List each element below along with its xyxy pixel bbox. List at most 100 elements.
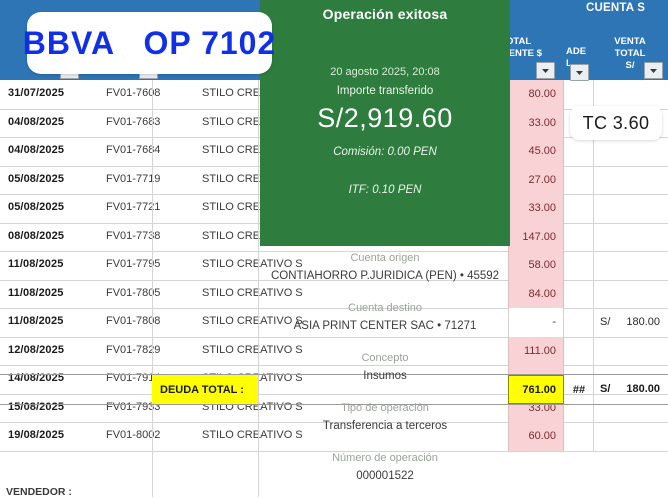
cell-fecha-emision: 31/07/2025 — [8, 87, 65, 99]
receipt-destination-label: Cuenta destino — [348, 302, 422, 314]
cell-adelanto — [565, 336, 594, 365]
cell-fecha-emision: 05/08/2025 — [8, 172, 65, 185]
cell-documento: FV01-7808 — [106, 315, 161, 327]
cell-venta-total — [594, 422, 668, 451]
cell-documento: FV01-7829 — [106, 343, 161, 356]
cell-documento: FV01-7721 — [106, 201, 161, 213]
cell-total-cliente: 147.00 — [508, 222, 564, 251]
receipt-commission: Comisión: 0.00 PEN — [333, 146, 437, 158]
cell-total-cliente: 58.00 — [508, 251, 564, 280]
receipt-title: Operación exitosa — [322, 6, 448, 22]
cell-adelanto — [565, 80, 594, 109]
filter-dropdown-total-cliente[interactable] — [536, 62, 555, 79]
table-row[interactable]: 11/08/2025 FV01-7795 STILO CREATIVO S 58.00 — [0, 251, 668, 281]
cell-venta-total — [594, 251, 668, 280]
cell-venta-total — [594, 337, 668, 366]
venta-total-cell: S/ 180.00 — [594, 375, 668, 404]
column-header-total-cliente: OTAL IENTE $ — [506, 36, 542, 59]
cell-documento: FV01-7719 — [106, 172, 161, 185]
cell-documento: FV01-7738 — [106, 229, 161, 242]
cell-cliente: STILO CREATIVO S — [202, 429, 303, 441]
venta-total-value: 180.00 — [626, 316, 660, 329]
deuda-total-amount: 761.00 — [508, 375, 564, 404]
cell-adelanto — [565, 251, 594, 280]
cell-cliente: STILO CREATIVO S — [202, 258, 303, 270]
table-row[interactable]: 11/08/2025 FV01-7808 STILO CREATIVO S - S/18… — [0, 308, 668, 338]
tipo-cambio-annotation-text: TC 3.60 — [582, 112, 650, 133]
cell-fecha-emision: 19/08/2025 — [8, 429, 65, 441]
table-row[interactable]: 12/08/2025 FV01-7829 STILO CREATIVO S 111.0… — [0, 336, 668, 366]
cell-adelanto — [565, 137, 594, 166]
tipo-cambio-annotation-badge: TC 3.60 — [570, 106, 662, 140]
header-cuenta-soles: CUENTA S — [586, 2, 646, 14]
cell-fecha-emision: 04/08/2025 — [8, 144, 65, 156]
cell-venta-total — [594, 80, 668, 109]
cell-adelanto — [565, 308, 594, 337]
cell-fecha-emision: 05/08/2025 — [8, 201, 65, 213]
cell-fecha-emision: 12/08/2025 — [8, 343, 65, 356]
receipt-amount-label: Importe transferido — [336, 85, 434, 97]
cell-total-cliente: - — [508, 308, 564, 337]
cell-venta-total — [594, 280, 668, 309]
cell-total-cliente: 60.00 — [508, 422, 564, 451]
receipt-concept-value: Insumos — [363, 370, 407, 382]
cell-total-cliente: 33.00 — [508, 194, 564, 223]
receipt-origin-label: Cuenta origen — [350, 252, 420, 264]
venta-total-value: 180.00 — [626, 383, 660, 395]
cell-venta-total — [594, 194, 668, 223]
cell-venta-total: S/180.00 — [594, 308, 668, 337]
table-row[interactable]: 04/08/2025 FV01-7684 STILO CREATIVO S 45.00 — [0, 137, 668, 167]
cell-documento: FV01-8002 — [106, 429, 161, 441]
cell-fecha-emision: 11/08/2025 — [8, 315, 64, 327]
cell-documento: FV01-7684 — [106, 144, 161, 156]
cell-documento: FV01-7805 — [106, 286, 161, 299]
cell-documento: FV01-7683 — [106, 115, 161, 128]
receipt-type-label: Tipo de operación — [341, 402, 429, 414]
cell-venta-total — [594, 166, 668, 195]
receipt-datetime: 20 agosto 2025, 20:08 — [330, 66, 440, 78]
filter-dropdown-venta-total[interactable] — [644, 62, 663, 79]
cell-adelanto — [565, 422, 594, 451]
column-header-venta-total: VENTA TOTAL S/ — [614, 36, 646, 71]
table-row[interactable]: 19/08/2025 FV01-8002 STILO CREATIVO S 60.00 — [0, 422, 668, 452]
cell-cliente: STILO CREATIVO S — [202, 343, 303, 356]
cell-venta-total — [594, 137, 668, 166]
cell-fecha-emision: 11/08/2025 — [8, 286, 64, 299]
cell-adelanto — [565, 393, 594, 422]
cell-total-cliente: 111.00 — [508, 336, 564, 365]
cell-total-cliente: 27.00 — [508, 165, 564, 194]
receipt-operation-number-value: 000001522 — [356, 470, 414, 482]
currency-symbol: S/ — [600, 316, 611, 329]
table-row[interactable]: 11/08/2025 FV01-7805 STILO CREATIVO S 84.00 — [0, 279, 668, 309]
receipt-amount-value: S/2,919.60 — [317, 103, 453, 133]
grid-line — [152, 80, 153, 497]
cell-documento: FV01-7608 — [106, 87, 161, 99]
cell-documento: FV01-7795 — [106, 258, 161, 270]
grid-line — [258, 80, 259, 497]
bbva-annotation-badge: BBVA OP 7102 — [23, 12, 275, 74]
cell-fecha-emision: 04/08/2025 — [8, 115, 65, 128]
receipt-concept-label: Concepto — [361, 352, 409, 364]
receipt-operation-number-label: Número de operación — [332, 452, 438, 464]
adelanto-total-overflow: ## — [572, 383, 586, 396]
cell-total-cliente: 33.00 — [508, 108, 564, 137]
receipt-green-header — [260, 0, 510, 246]
cell-total-cliente: 84.00 — [508, 279, 564, 308]
cell-cliente: STILO CREATIVO S — [202, 286, 303, 299]
cell-fecha-emision: 11/08/2025 — [8, 258, 64, 270]
receipt-itf: ITF: 0.10 PEN — [348, 184, 422, 196]
cell-total-cliente: 45.00 — [508, 137, 564, 166]
cell-adelanto — [565, 222, 594, 251]
cell-documento: FV01-7933 — [106, 400, 161, 413]
total-row: DEUDA TOTAL : 761.00 ## S/ 180.00 — [0, 374, 668, 405]
deuda-total-label: DEUDA TOTAL : — [152, 375, 258, 404]
column-header-adelanto: ADE L — [566, 46, 587, 69]
filter-dropdown-adelanto[interactable] — [570, 64, 589, 81]
cell-fecha-emision: 08/08/2025 — [8, 229, 65, 242]
receipt-destination-value: ASIA PRINT CENTER SAC • 71271 — [293, 320, 477, 332]
cell-cliente: STILO CREATIVO S — [202, 315, 303, 327]
table-row[interactable]: 08/08/2025 FV01-7738 STILO CREATIVO S 147.0… — [0, 222, 668, 252]
cell-adelanto — [565, 279, 594, 308]
cell-fecha-emision: 15/08/2025 — [8, 400, 65, 413]
cell-adelanto — [565, 365, 594, 394]
